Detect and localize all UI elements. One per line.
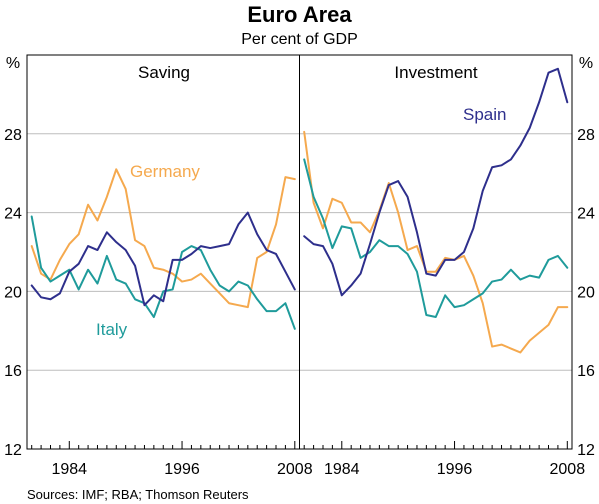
series-label-germany: Germany (130, 162, 200, 181)
panel-title-investment: Investment (394, 63, 477, 82)
xtick-label-saving: 2008 (277, 461, 313, 478)
panel-title-saving: Saving (138, 63, 190, 82)
xtick-label-investment: 1984 (324, 461, 360, 478)
source-note: Sources: IMF; RBA; Thomson Reuters (27, 487, 249, 502)
chart-title: Euro Area (247, 2, 352, 27)
left-ytick-label: 20 (4, 284, 22, 301)
right-ytick-label: 16 (577, 363, 595, 380)
series-line-italy-saving (30, 215, 296, 330)
right-ytick-label: 24 (577, 206, 595, 223)
left-ytick-label: 28 (4, 127, 22, 144)
left-ytick-label: 24 (4, 206, 22, 223)
series-line-italy-investment (303, 158, 569, 319)
left-ytick-label: 16 (4, 363, 22, 380)
left-ytick-label: 12 (4, 442, 22, 459)
series-lines (30, 67, 569, 354)
right-unit-label: % (579, 55, 593, 72)
axis-ticks: 12 16 20 24 28 1984 1996 2008 12 16 20 24 28 1984 1996… (4, 127, 595, 478)
right-ytick-label: 28 (577, 127, 595, 144)
xtick-label-saving: 1984 (51, 461, 87, 478)
series-label-italy: Italy (96, 320, 128, 339)
series-line-germany-saving (30, 168, 296, 309)
series-label-spain: Spain (463, 105, 506, 124)
xtick-label-saving: 1996 (164, 461, 200, 478)
series-line-spain-investment (303, 67, 569, 297)
chart-subtitle: Per cent of GDP (241, 31, 358, 48)
right-ytick-label: 12 (577, 442, 595, 459)
right-ytick-label: 20 (577, 284, 595, 301)
series-line-germany-investment (303, 130, 569, 354)
series-line-spain-saving (30, 211, 296, 307)
xtick-label-investment: 2008 (550, 461, 586, 478)
left-unit-label: % (6, 55, 20, 72)
xtick-label-investment: 1996 (437, 461, 473, 478)
